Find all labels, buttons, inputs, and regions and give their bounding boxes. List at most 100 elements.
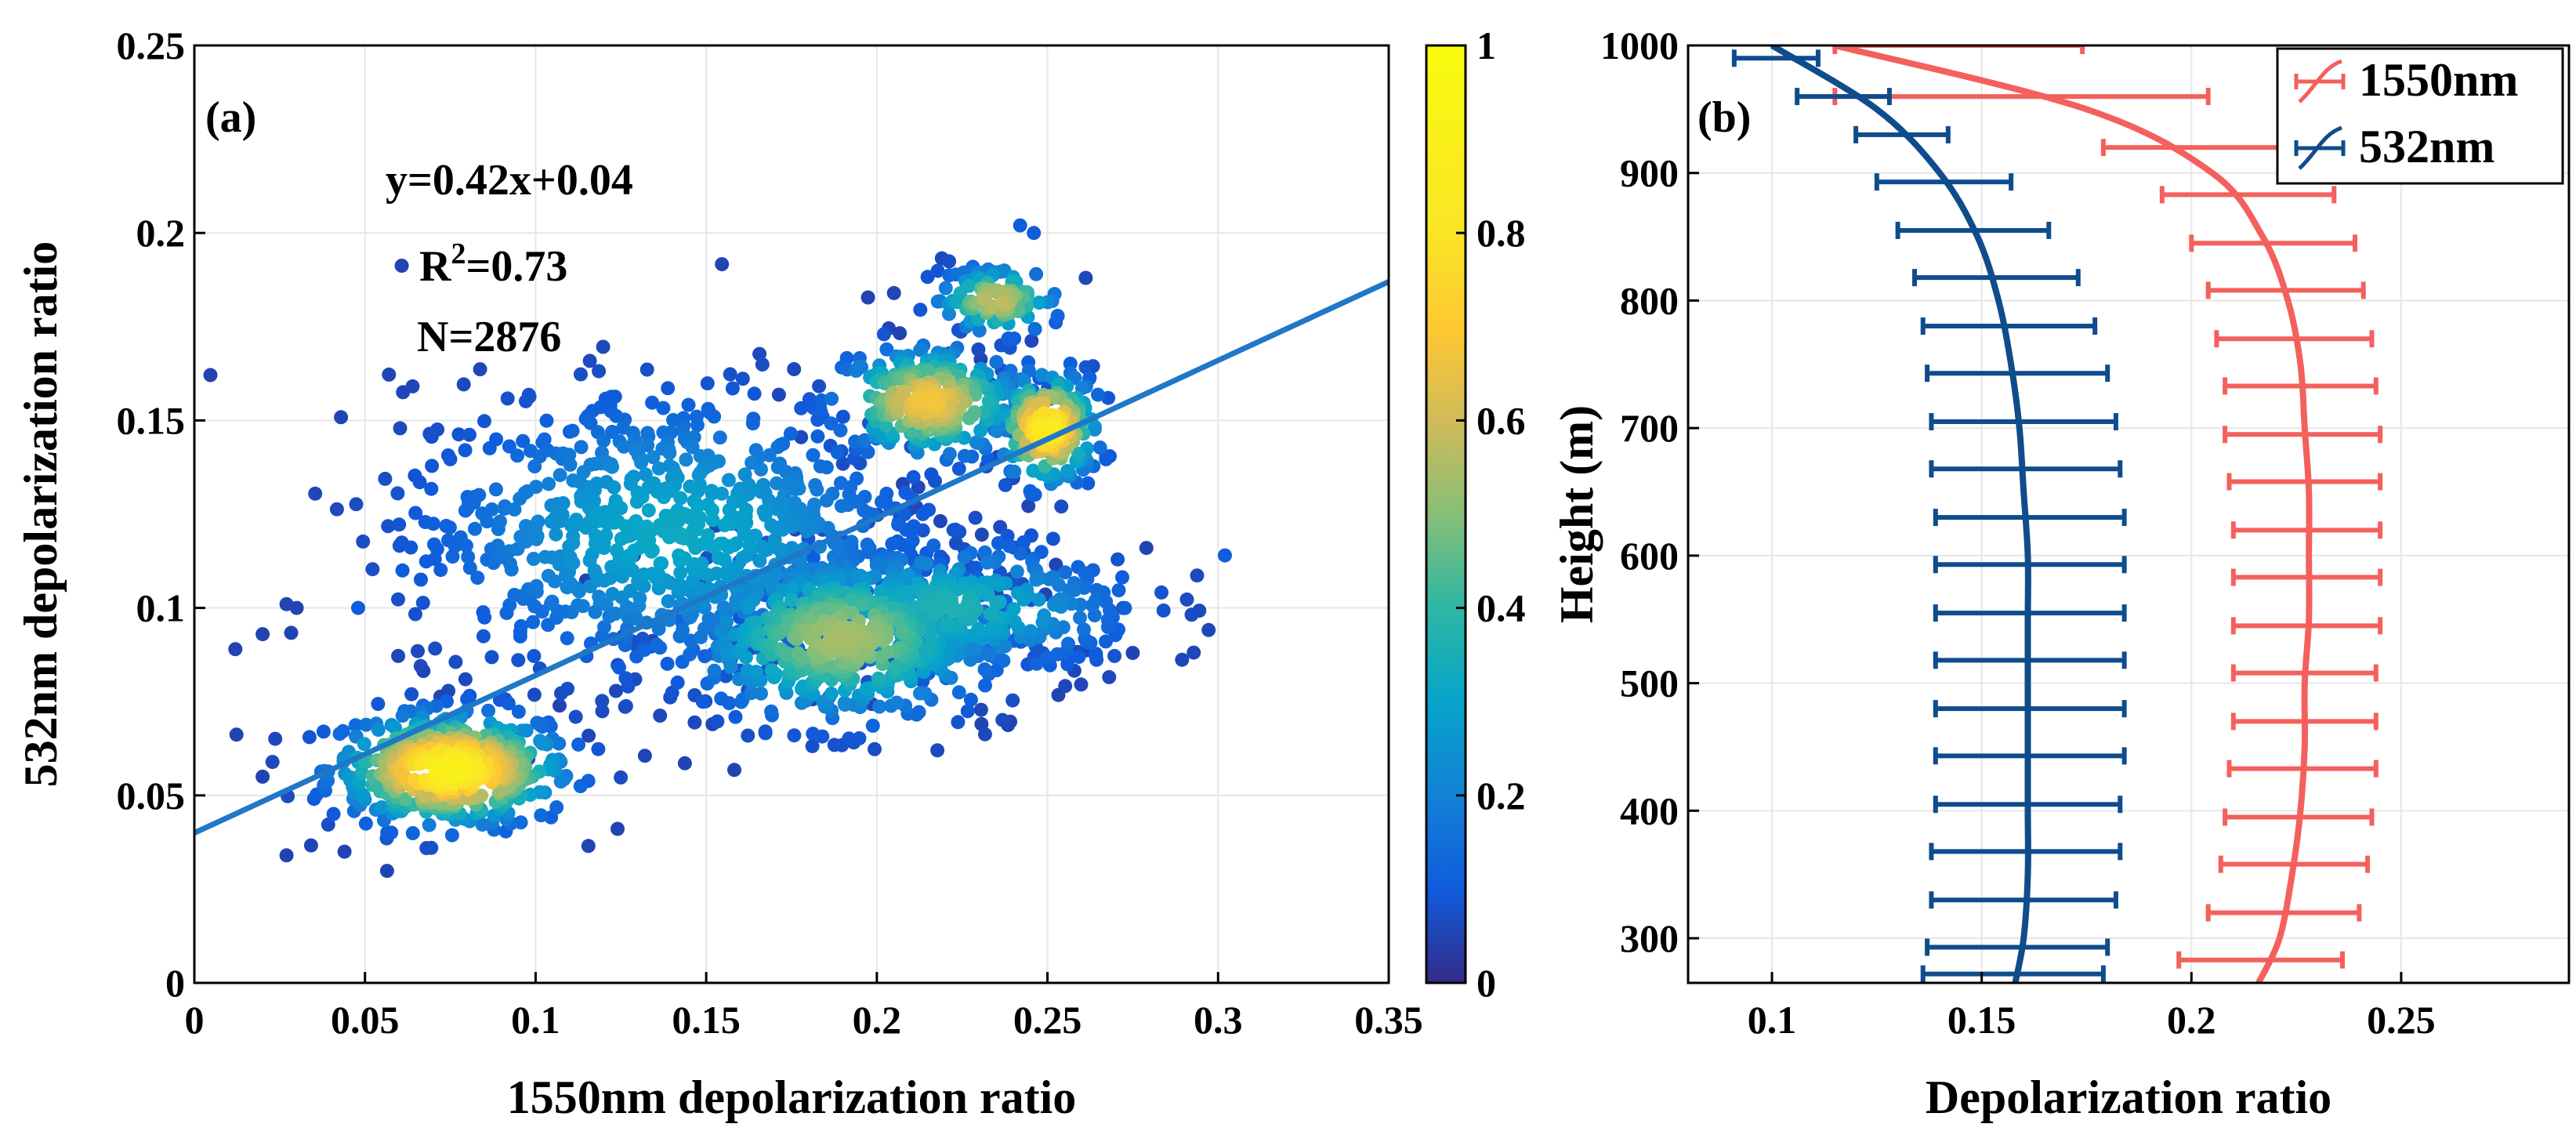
scatter-point xyxy=(972,323,987,338)
scatter-point xyxy=(960,704,975,719)
scatter-point xyxy=(396,385,411,400)
scatter-point xyxy=(393,421,408,436)
scatter-point xyxy=(462,427,476,442)
x-tick-label: 0.15 xyxy=(672,998,741,1042)
scatter-point xyxy=(685,440,700,455)
scatter-point xyxy=(394,259,409,273)
scatter-point xyxy=(930,743,945,758)
series-532nm xyxy=(1731,45,2127,983)
errorbar-532nm xyxy=(1933,651,2127,669)
scatter-point xyxy=(415,596,430,611)
scatter-point xyxy=(695,694,710,709)
scatter-point xyxy=(998,639,1013,654)
scatter-point xyxy=(462,560,477,575)
scatter-point xyxy=(1016,535,1031,549)
scatter-point xyxy=(989,354,1004,369)
scatter-point xyxy=(767,532,782,547)
scatter-point xyxy=(348,718,363,733)
scatter-point xyxy=(531,514,545,529)
scatter-point xyxy=(969,435,984,450)
scatter-point xyxy=(302,730,317,745)
scatter-point xyxy=(560,681,575,696)
scatter-point xyxy=(358,816,373,831)
scatter-point xyxy=(527,687,542,702)
x-tick-label: 0.05 xyxy=(331,998,400,1042)
scatter-point xyxy=(1024,624,1038,639)
scatter-point xyxy=(787,728,802,743)
scatter-point xyxy=(666,523,681,538)
scatter-point xyxy=(610,543,624,558)
scatter-point xyxy=(1050,647,1065,662)
colorbar-gradient xyxy=(1425,44,1467,984)
scatter-point xyxy=(1078,270,1093,285)
scatter-point xyxy=(873,584,888,599)
scatter-point xyxy=(1089,582,1104,597)
scatter-point xyxy=(715,257,730,272)
y-tick-label: 400 xyxy=(1620,789,1679,832)
errorbar-1550nm xyxy=(2226,760,2379,778)
scatter-point xyxy=(812,379,827,393)
scatter-point xyxy=(332,727,347,741)
x-tick-label: 0.15 xyxy=(1947,998,2016,1042)
scatter-point xyxy=(889,695,904,710)
scatter-point xyxy=(712,430,727,445)
scatter-point xyxy=(414,572,428,587)
scatter-point xyxy=(451,427,466,442)
scatter-point xyxy=(771,387,786,402)
errorbar-532nm xyxy=(1895,221,2052,239)
scatter-point xyxy=(872,699,887,714)
scatter-point xyxy=(605,425,620,439)
scatter-point xyxy=(265,755,280,770)
scatter-point xyxy=(926,538,941,553)
scatter-point xyxy=(1125,646,1140,660)
scatter-point xyxy=(673,491,688,506)
scatter-point xyxy=(404,540,418,555)
scatter-point xyxy=(1021,498,1036,513)
scatter-point xyxy=(618,698,633,713)
scatter-point xyxy=(974,527,989,542)
scatter-point xyxy=(957,550,972,565)
scatter-point xyxy=(1023,484,1038,498)
scatter-point xyxy=(582,728,596,743)
scatter-point xyxy=(289,600,304,615)
scatter-point xyxy=(473,362,487,377)
scatter-point xyxy=(813,405,828,419)
scatter-point xyxy=(1016,592,1031,607)
panel-a-ticks: 0 0.05 0.1 0.15 0.2 0.25 0.3 0.35 0 0.05 0.1 0.15 0.… xyxy=(117,24,1423,1042)
scatter-point xyxy=(476,629,491,644)
scatter-point xyxy=(645,395,660,410)
legend-swatch-curve xyxy=(2298,125,2342,170)
scatter-point xyxy=(553,513,567,528)
scatter-point xyxy=(1118,600,1132,615)
y-tick-label: 800 xyxy=(1620,278,1679,322)
scatter-point xyxy=(1099,594,1114,609)
scatter-point xyxy=(971,622,986,636)
scatter-point xyxy=(424,840,439,855)
scatter-point xyxy=(875,495,889,509)
r-squared: R2=0.73 xyxy=(419,237,567,291)
scatter-point xyxy=(930,263,945,278)
scatter-point xyxy=(585,546,600,561)
errorbar-1550nm xyxy=(2230,617,2383,635)
y-tick-label: 0.15 xyxy=(117,398,186,442)
errorbar-532nm xyxy=(1920,965,2106,983)
scatter-point xyxy=(977,662,992,676)
scatter-point xyxy=(879,342,894,357)
scatter-point xyxy=(1013,546,1027,561)
scatter-point xyxy=(608,606,623,621)
r-squared-value: =0.73 xyxy=(466,242,567,291)
errorbar-1550nm xyxy=(2159,186,2337,204)
scatter-point xyxy=(968,510,983,525)
scatter-point xyxy=(484,650,499,665)
scatter-point xyxy=(571,737,586,752)
scatter-point xyxy=(407,773,422,787)
scatter-point xyxy=(371,723,386,738)
scatter-point xyxy=(503,556,517,571)
scatter-point xyxy=(951,462,966,477)
scatter-point xyxy=(392,517,407,532)
scatter-point xyxy=(484,502,499,517)
scatter-point xyxy=(1184,607,1199,622)
scatter-point xyxy=(806,550,821,565)
scatter-point xyxy=(1111,583,1126,598)
colorbar-ticks: 0 0.2 0.4 0.6 0.8 1 xyxy=(1456,24,1526,1005)
